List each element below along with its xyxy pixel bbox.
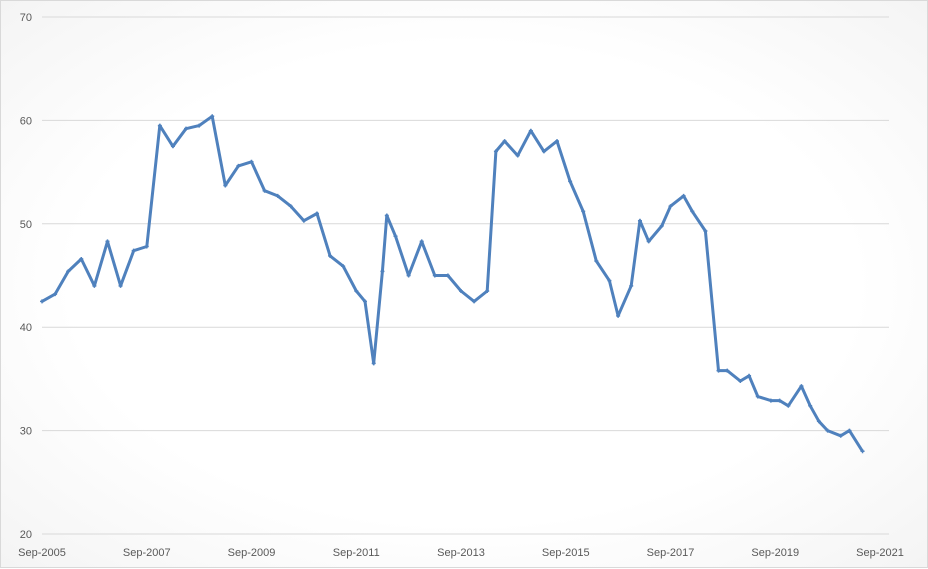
data-point bbox=[288, 204, 293, 209]
data-point bbox=[681, 193, 686, 198]
y-tick-label: 50 bbox=[20, 219, 32, 231]
data-point bbox=[502, 139, 507, 144]
data-point bbox=[594, 259, 599, 264]
data-point bbox=[637, 218, 642, 223]
data-point bbox=[738, 378, 743, 383]
data-point bbox=[328, 253, 333, 258]
series-markers bbox=[40, 114, 865, 454]
data-point bbox=[747, 373, 752, 378]
data-point bbox=[459, 289, 463, 294]
data-point bbox=[184, 126, 189, 131]
gridlines bbox=[42, 16, 889, 535]
series-line bbox=[41, 114, 864, 453]
y-tick-label: 40 bbox=[20, 322, 32, 334]
data-point bbox=[40, 299, 44, 304]
data-point bbox=[53, 292, 58, 297]
x-tick-label: Sep-2009 bbox=[228, 547, 276, 559]
data-point bbox=[406, 273, 411, 278]
data-point bbox=[92, 283, 97, 288]
data-point bbox=[472, 299, 477, 304]
data-point bbox=[432, 273, 437, 278]
data-point bbox=[170, 144, 175, 149]
data-point bbox=[362, 299, 367, 304]
data-point bbox=[816, 419, 821, 424]
data-point bbox=[607, 278, 612, 283]
data-point bbox=[262, 188, 267, 193]
data-point bbox=[341, 264, 346, 269]
data-point bbox=[210, 114, 215, 119]
data-point bbox=[384, 213, 389, 218]
data-point bbox=[223, 183, 228, 188]
data-point bbox=[301, 218, 306, 223]
data-point bbox=[755, 394, 760, 399]
data-point bbox=[131, 248, 136, 253]
x-tick-label: Sep-2015 bbox=[542, 547, 590, 559]
data-point bbox=[541, 149, 546, 154]
data-point bbox=[725, 368, 730, 373]
data-point bbox=[838, 433, 843, 438]
data-point bbox=[445, 273, 450, 278]
x-axis-ticks: Sep-2005 Sep-2007 Sep-2009 Sep-2011 Sep-2013… bbox=[18, 547, 904, 559]
data-point bbox=[568, 179, 573, 184]
data-point bbox=[314, 211, 319, 216]
data-point bbox=[79, 256, 84, 261]
data-point bbox=[393, 234, 398, 239]
data-point bbox=[581, 209, 586, 214]
data-point bbox=[144, 244, 149, 249]
data-point bbox=[275, 193, 280, 198]
data-point bbox=[249, 159, 254, 164]
y-tick-label: 30 bbox=[20, 426, 32, 438]
data-point bbox=[703, 229, 708, 234]
data-point bbox=[786, 403, 791, 408]
data-point bbox=[493, 149, 498, 154]
data-point bbox=[371, 361, 376, 366]
data-point bbox=[716, 368, 721, 373]
y-tick-label: 60 bbox=[20, 115, 32, 127]
data-point bbox=[690, 209, 695, 214]
x-tick-label: Sep-2019 bbox=[751, 547, 799, 559]
x-tick-label: Sep-2013 bbox=[437, 547, 485, 559]
data-point bbox=[799, 384, 804, 389]
data-point bbox=[629, 283, 634, 288]
data-point bbox=[555, 139, 560, 144]
data-point bbox=[768, 398, 773, 403]
x-tick-label: Sep-2005 bbox=[18, 547, 66, 559]
data-point bbox=[118, 283, 123, 288]
data-point bbox=[528, 128, 533, 133]
data-point bbox=[66, 269, 71, 274]
data-point bbox=[236, 163, 241, 168]
data-point bbox=[105, 239, 110, 244]
data-point bbox=[616, 313, 621, 318]
x-tick-label: Sep-2011 bbox=[333, 547, 380, 559]
data-point bbox=[668, 204, 673, 209]
x-tick-label: Sep-2021 bbox=[856, 547, 904, 559]
y-tick-label: 70 bbox=[20, 12, 32, 24]
data-point bbox=[777, 398, 782, 403]
data-point bbox=[197, 123, 202, 128]
data-point bbox=[646, 239, 651, 244]
data-point bbox=[808, 403, 813, 408]
data-point bbox=[659, 223, 664, 228]
data-point bbox=[380, 269, 385, 274]
data-point bbox=[847, 428, 852, 433]
y-axis-ticks: 20 30 40 50 60 70 bbox=[20, 12, 32, 541]
data-point bbox=[515, 153, 520, 158]
y-tick-label: 20 bbox=[20, 529, 32, 541]
data-point bbox=[825, 428, 830, 433]
data-point bbox=[157, 123, 162, 128]
x-tick-label: Sep-2007 bbox=[123, 547, 171, 559]
x-tick-label: Sep-2017 bbox=[647, 547, 695, 559]
data-point bbox=[860, 449, 865, 454]
data-point bbox=[485, 289, 490, 294]
data-point bbox=[419, 239, 424, 244]
data-point bbox=[354, 289, 359, 294]
